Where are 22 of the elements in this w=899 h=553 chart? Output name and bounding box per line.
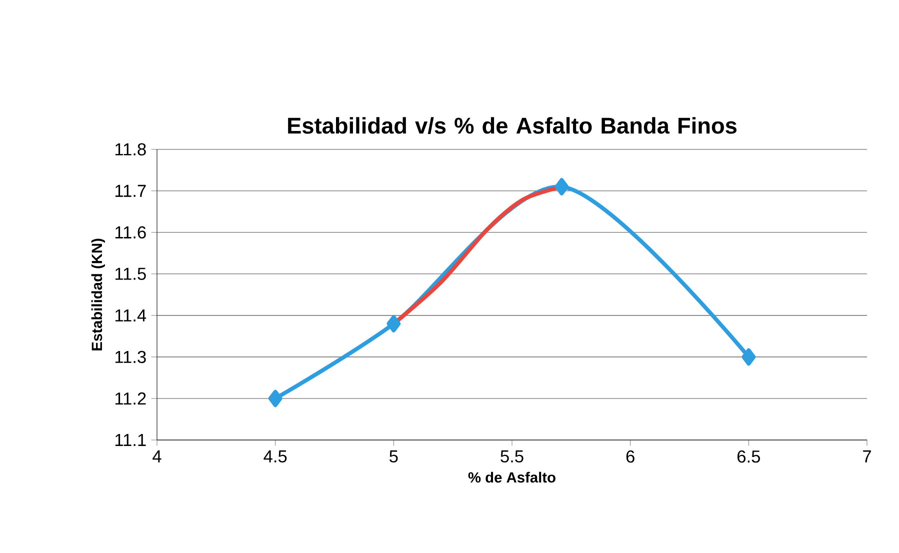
point [554,178,569,196]
x-tick-label: 6 [626,450,634,463]
x-tick-label: 4.5 [264,450,287,462]
x-axis-title: % de Asfalto [468,472,556,483]
y-tick-label: 11.1 [115,434,146,446]
y-axis-title: Estabilidad (KN) [91,238,105,350]
y-tick-label: 11.7 [115,184,146,197]
x-tick-label: 4 [152,450,162,462]
x-tick-label: 7 [863,450,871,462]
point [268,390,282,408]
y-tick-label: 11.6 [115,226,146,239]
y-tick-label: 11.4 [115,309,146,322]
y-tick-label: 11.5 [115,268,146,280]
point [386,315,401,332]
chart-title: Estabilidad v/s % de Asfalto Banda Finos [288,117,737,134]
y-tick-label: 11.8 [115,143,146,156]
y-tick-label: 11.2 [115,392,146,405]
point [742,348,756,366]
x-tick-label: 5 [390,450,398,462]
x-tick-label: 5.5 [500,450,524,462]
y-tick-label: 11.3 [115,350,146,364]
x-tick-label: 6.5 [738,450,760,463]
